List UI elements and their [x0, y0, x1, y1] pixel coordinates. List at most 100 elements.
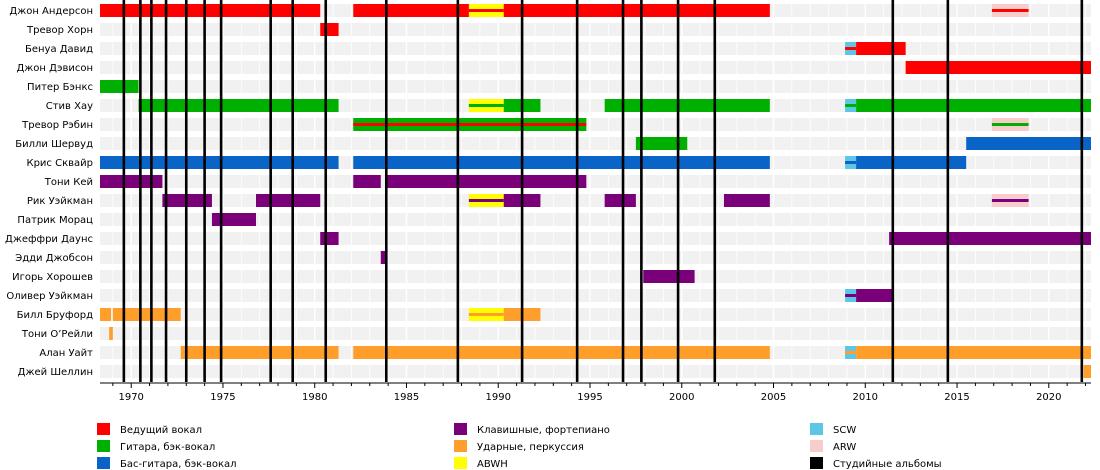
- membership-bar-inner: [991, 123, 1029, 126]
- row-background: [100, 365, 1091, 378]
- legend-label: SCW: [833, 425, 856, 436]
- x-tick-label: 1990: [486, 392, 511, 403]
- legend-label: Ведущий вокал: [120, 425, 202, 436]
- membership-bar: [635, 137, 688, 150]
- row-background: [100, 23, 1091, 36]
- membership-bar: [353, 346, 770, 359]
- member-name-label: Патрик Морац: [17, 215, 93, 226]
- membership-bar: [112, 308, 181, 321]
- member-name-label: Тревор Хорн: [26, 25, 93, 36]
- x-tick-label: 1975: [210, 392, 235, 403]
- membership-bar: [856, 289, 893, 302]
- x-tick-label: 1980: [302, 392, 327, 403]
- row-background: [100, 308, 1091, 321]
- member-name-label: Стив Хау: [46, 101, 93, 112]
- membership-bar-inner: [845, 104, 857, 107]
- membership-bar-inner: [845, 161, 857, 164]
- membership-bar: [100, 308, 112, 321]
- legend: Ведущий вокал Гитара, бэк-вокал Бас-гитара…: [97, 423, 942, 470]
- row-background: [100, 118, 1091, 131]
- member-name-label: Рик Уэйкман: [27, 196, 93, 207]
- x-tick-label: 2005: [761, 392, 786, 403]
- membership-bar: [905, 61, 1091, 74]
- row-background: [100, 99, 1091, 112]
- membership-bar-inner: [468, 104, 504, 107]
- x-tick-label: 2000: [669, 392, 694, 403]
- member-name-label: Оливер Уэйкман: [6, 291, 93, 302]
- legend-label: Студийные альбомы: [833, 459, 942, 470]
- member-name-label: Джей Шеллин: [18, 367, 93, 378]
- membership-bar: [856, 42, 906, 55]
- member-name-label: Тревор Рэбин: [21, 120, 93, 131]
- legend-label: Клавишные, фортепиано: [477, 425, 610, 436]
- membership-bar: [100, 4, 321, 17]
- legend-swatch: [454, 457, 467, 469]
- membership-bar: [643, 270, 695, 283]
- member-name-label: Тони Кей: [44, 177, 93, 188]
- member-name-label: Игорь Хорошев: [12, 272, 93, 283]
- membership-bar-inner: [468, 313, 504, 316]
- member-name-label: Эдди Джобсон: [15, 253, 93, 264]
- member-name-label: Крис Сквайр: [26, 158, 93, 169]
- legend-swatch: [454, 440, 467, 452]
- x-tick-label: 1995: [577, 392, 602, 403]
- row-background: [100, 327, 1091, 340]
- membership-bar: [723, 194, 770, 207]
- studio-album-lines: [122, 0, 1084, 382]
- row-background: [100, 270, 1091, 283]
- member-name-label: Бенуа Давид: [25, 44, 93, 55]
- row-background: [100, 137, 1091, 150]
- legend-swatch: [454, 423, 467, 435]
- membership-bar: [320, 232, 339, 245]
- membership-bar-inner: [845, 47, 857, 50]
- x-tick-label: 2010: [853, 392, 878, 403]
- legend-label: ARW: [833, 442, 856, 453]
- row-background: [100, 251, 1091, 264]
- membership-bars: [100, 4, 1091, 378]
- x-tick-label: 1970: [118, 392, 143, 403]
- membership-bar-inner: [353, 123, 587, 126]
- membership-bar: [1083, 365, 1091, 378]
- x-axis: 1970 1975 1980 1985 1990 1995 2000 2005 2010 2015…: [100, 382, 1091, 403]
- year-gridlines: [112, 0, 1086, 382]
- row-backgrounds: [100, 4, 1091, 378]
- member-name-label: Билли Шервуд: [15, 139, 93, 150]
- legend-swatch: [810, 457, 823, 469]
- member-name-label: Тони О’Рейли: [21, 329, 93, 340]
- legend-swatch: [97, 457, 110, 469]
- membership-bar: [353, 175, 381, 188]
- row-background: [100, 232, 1091, 245]
- legend-label: Гитара, бэк-вокал: [120, 442, 215, 453]
- member-name-label: Джон Андерсон: [9, 6, 93, 17]
- x-tick-label: 1985: [394, 392, 419, 403]
- membership-bar: [966, 137, 1091, 150]
- membership-bar: [604, 99, 770, 112]
- membership-bar: [353, 4, 770, 17]
- membership-bar: [211, 213, 256, 226]
- row-background: [100, 213, 1091, 226]
- membership-bar-inner: [468, 9, 504, 12]
- membership-bar: [320, 23, 339, 36]
- member-name-label: Питер Бэнкс: [27, 82, 93, 93]
- x-tick-label: 2020: [1036, 392, 1061, 403]
- membership-bar-inner: [845, 351, 857, 354]
- member-name-label: Алан Уайт: [39, 348, 93, 359]
- membership-bar-inner: [991, 199, 1029, 202]
- membership-bar: [856, 99, 1091, 112]
- legend-swatch: [97, 423, 110, 435]
- membership-bar: [109, 327, 113, 340]
- legend-label: Ударные, перкуссия: [477, 442, 584, 453]
- membership-bar: [100, 175, 163, 188]
- member-name-label: Джон Дэвисон: [16, 63, 93, 74]
- membership-bar: [386, 175, 587, 188]
- row-background: [100, 61, 1091, 74]
- member-name-label: Джеффри Даунс: [5, 234, 93, 245]
- membership-bar: [100, 80, 139, 93]
- legend-swatch: [97, 440, 110, 452]
- legend-swatch: [810, 423, 823, 435]
- membership-bar: [353, 156, 770, 169]
- membership-bar: [889, 232, 1091, 245]
- membership-bar: [856, 346, 1091, 359]
- membership-bar: [604, 194, 636, 207]
